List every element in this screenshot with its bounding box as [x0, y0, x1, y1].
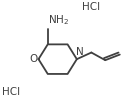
Text: O: O: [29, 54, 37, 64]
Text: HCl: HCl: [2, 87, 20, 97]
Text: N: N: [76, 47, 83, 57]
Text: HCl: HCl: [82, 2, 100, 12]
Text: NH$_2$: NH$_2$: [48, 13, 70, 27]
